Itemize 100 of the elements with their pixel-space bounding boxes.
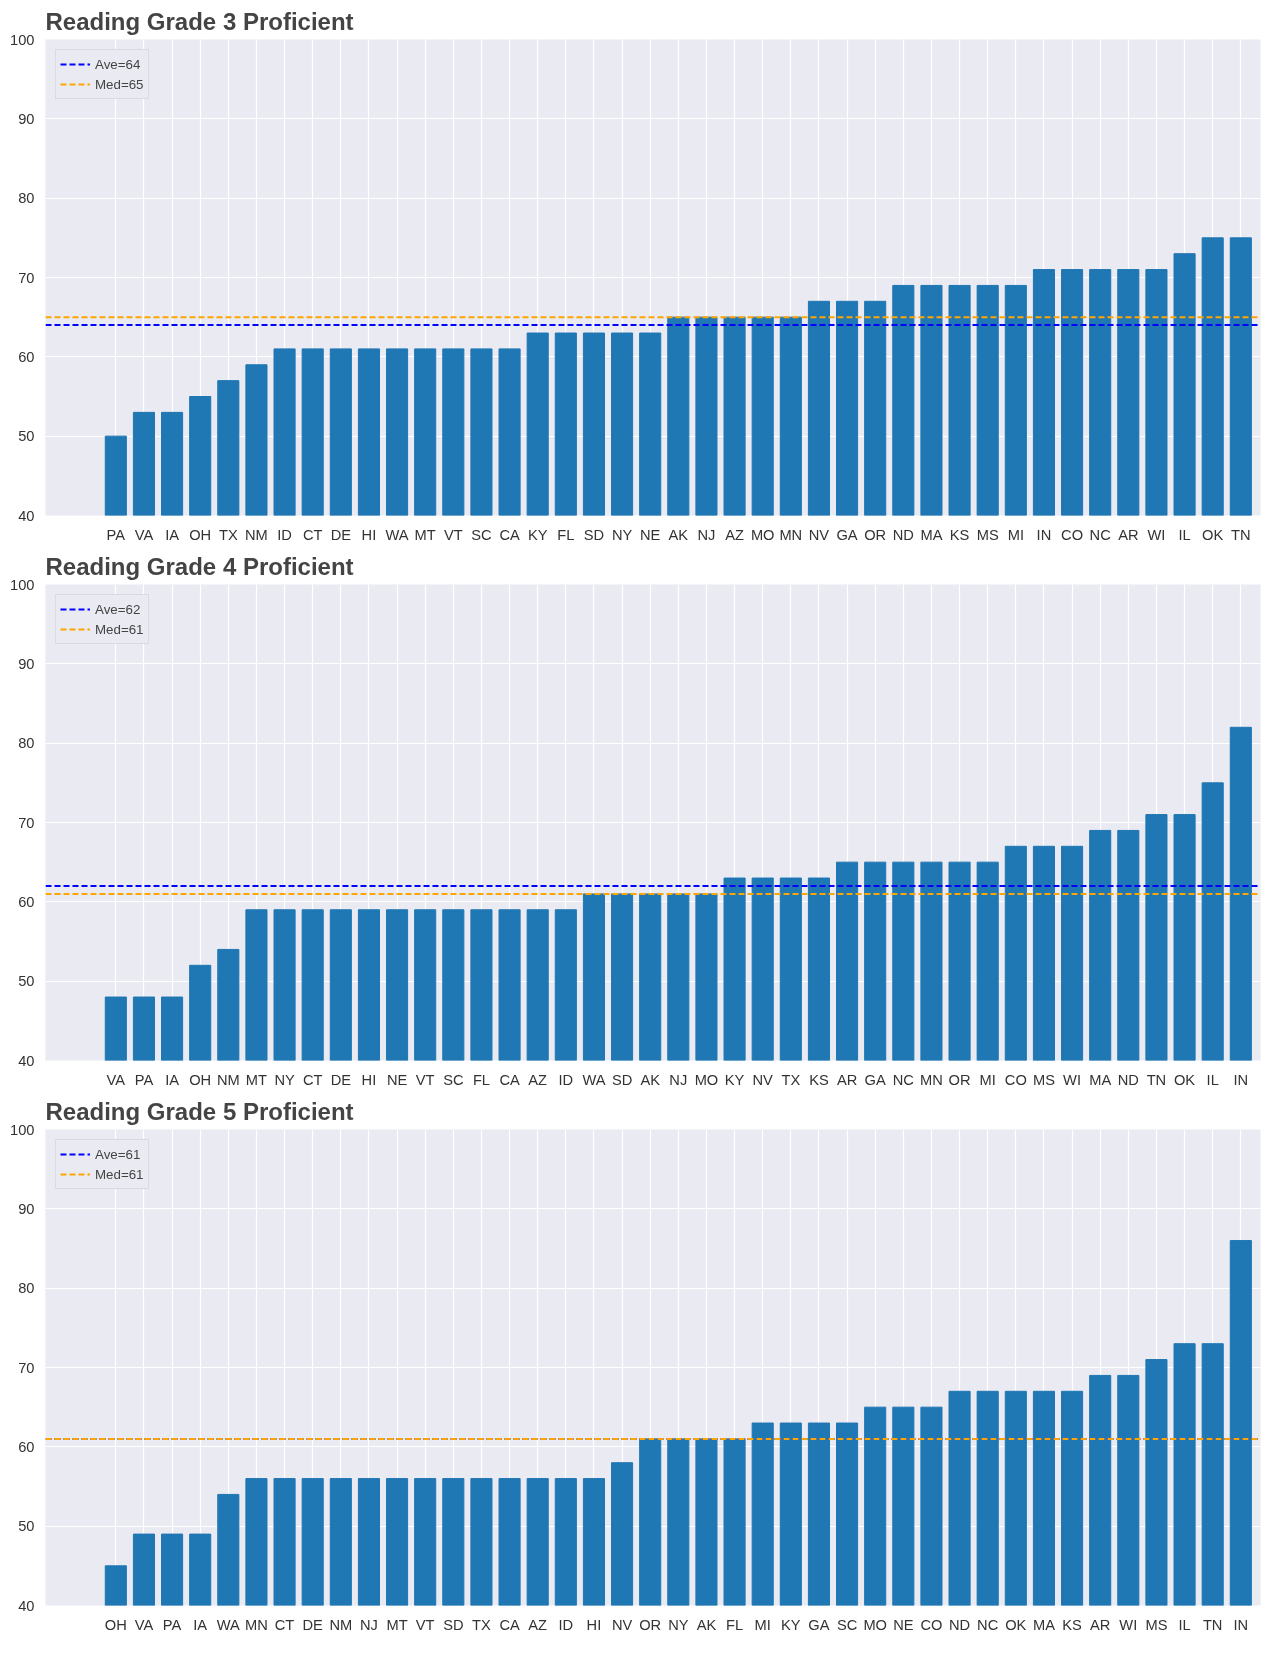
x-tick-label: MA	[1032, 1616, 1056, 1633]
x-tick-label: MO	[694, 1071, 719, 1088]
x-tick-label: GA	[836, 526, 858, 543]
x-tick-label: NY	[668, 1616, 689, 1633]
y-tick-label: 100	[10, 31, 35, 48]
x-tick-label: NE	[640, 526, 661, 543]
y-tick-label: 80	[18, 735, 35, 752]
x-tick-label: PA	[162, 1616, 182, 1633]
x-tick-label: TN	[1231, 526, 1251, 543]
y-tick-label: 40	[18, 507, 35, 524]
x-tick-label: KS	[809, 1071, 829, 1088]
x-tick-label: DE	[302, 1616, 324, 1633]
x-tick-label: HI	[361, 1071, 377, 1088]
x-tick-label: HI	[586, 1616, 602, 1633]
x-tick-label: NY	[611, 526, 633, 543]
y-tick-label: 50	[18, 973, 35, 990]
x-tick-label: WA	[216, 1616, 241, 1633]
x-tick-label: CO	[1061, 526, 1084, 543]
y-tick-label: 40	[18, 1052, 35, 1069]
x-tick-label: MT	[245, 1071, 268, 1088]
x-tick-label: AR	[1118, 526, 1139, 543]
y-tick-label: 40	[18, 1597, 35, 1614]
y-tick-label: 50	[18, 428, 35, 445]
x-tick-label: NY	[274, 1071, 295, 1088]
x-tick-label: WI	[1063, 1071, 1082, 1088]
x-tick-label: MT	[386, 1616, 408, 1633]
x-tick-label: CA	[499, 1071, 520, 1088]
x-tick-label: DE	[330, 1071, 352, 1088]
x-tick-label: IN	[1233, 1616, 1249, 1633]
chart-title: Reading Grade 5 Proficient	[45, 1097, 354, 1125]
x-tick-label: MT	[414, 526, 436, 543]
x-tick-label: WI	[1147, 526, 1166, 543]
x-tick-label: ID	[558, 1071, 574, 1088]
y-tick-label: 90	[18, 110, 35, 127]
x-tick-label: IA	[165, 526, 180, 543]
x-tick-label: VA	[134, 1616, 154, 1633]
x-tick-label: SD	[583, 526, 605, 543]
x-tick-label: TX	[781, 1071, 801, 1088]
x-tick-label: TX	[472, 1616, 492, 1633]
x-tick-label: ND	[948, 1616, 971, 1633]
x-tick-label: MI	[754, 1616, 771, 1633]
x-tick-label: KS	[949, 526, 970, 543]
y-tick-label: 80	[18, 1280, 35, 1297]
x-tick-label: WA	[385, 526, 409, 543]
x-tick-label: SD	[443, 1616, 464, 1633]
x-tick-label: WA	[582, 1071, 606, 1088]
x-tick-label: ID	[558, 1616, 574, 1633]
x-tick-label: OR	[948, 1071, 971, 1088]
x-tick-label: AK	[640, 1071, 661, 1088]
x-tick-label: SD	[611, 1071, 633, 1088]
x-tick-label: ND	[892, 526, 914, 543]
x-tick-label: PA	[106, 526, 126, 543]
x-tick-label: FL	[726, 1616, 744, 1633]
legend-label: Med=61	[95, 1166, 144, 1182]
x-tick-label: AR	[1090, 1616, 1111, 1633]
x-tick-label: MS	[1032, 1071, 1056, 1088]
x-tick-label: MA	[920, 526, 943, 543]
legend-label: Med=61	[95, 621, 144, 637]
x-tick-label: SC	[443, 1071, 464, 1088]
x-tick-label: TX	[218, 526, 238, 543]
x-tick-label: MS	[976, 526, 999, 543]
x-tick-label: OK	[1005, 1616, 1027, 1633]
x-tick-label: NE	[386, 1071, 408, 1088]
legend-label: Ave=62	[95, 601, 141, 617]
x-tick-label: NV	[611, 1616, 633, 1633]
y-tick-label: 90	[18, 655, 35, 672]
x-tick-label: OK	[1173, 1071, 1196, 1088]
y-tick-label: 50	[18, 1518, 35, 1535]
x-tick-label: FL	[472, 1071, 490, 1088]
x-tick-label: MN	[245, 1616, 268, 1633]
x-tick-label: AK	[668, 526, 689, 543]
x-tick-label: KY	[781, 1616, 801, 1633]
y-tick-label: 70	[18, 1359, 35, 1376]
x-tick-label: VA	[134, 526, 154, 543]
y-tick-label: 90	[18, 1200, 35, 1217]
x-tick-label: GA	[864, 1071, 886, 1088]
x-tick-label: NJ	[359, 1616, 378, 1633]
x-tick-label: NJ	[669, 1071, 688, 1088]
x-tick-label: CT	[274, 1616, 295, 1633]
x-tick-label: CO	[920, 1616, 943, 1633]
x-tick-label: KS	[1062, 1616, 1083, 1633]
x-tick-label: NM	[329, 1616, 353, 1633]
x-tick-label: VT	[415, 1616, 435, 1633]
x-tick-label: OR	[639, 1616, 662, 1633]
x-tick-label: AZ	[725, 526, 744, 543]
x-tick-label: CT	[302, 1071, 323, 1088]
y-tick-label: 100	[10, 576, 35, 593]
x-tick-label: OH	[189, 526, 212, 543]
x-tick-label: NE	[893, 1616, 914, 1633]
x-tick-label: AZ	[528, 1071, 548, 1088]
x-tick-label: AR	[836, 1071, 858, 1088]
x-tick-label: KY	[724, 1071, 745, 1088]
x-tick-label: MN	[779, 526, 803, 543]
x-tick-label: CT	[302, 526, 323, 543]
x-tick-label: HI	[361, 526, 377, 543]
x-tick-label: NJ	[697, 526, 716, 543]
y-tick-label: 70	[18, 814, 35, 831]
x-tick-label: FL	[557, 526, 575, 543]
x-tick-label: MO	[750, 526, 775, 543]
x-tick-label: OR	[864, 526, 887, 543]
